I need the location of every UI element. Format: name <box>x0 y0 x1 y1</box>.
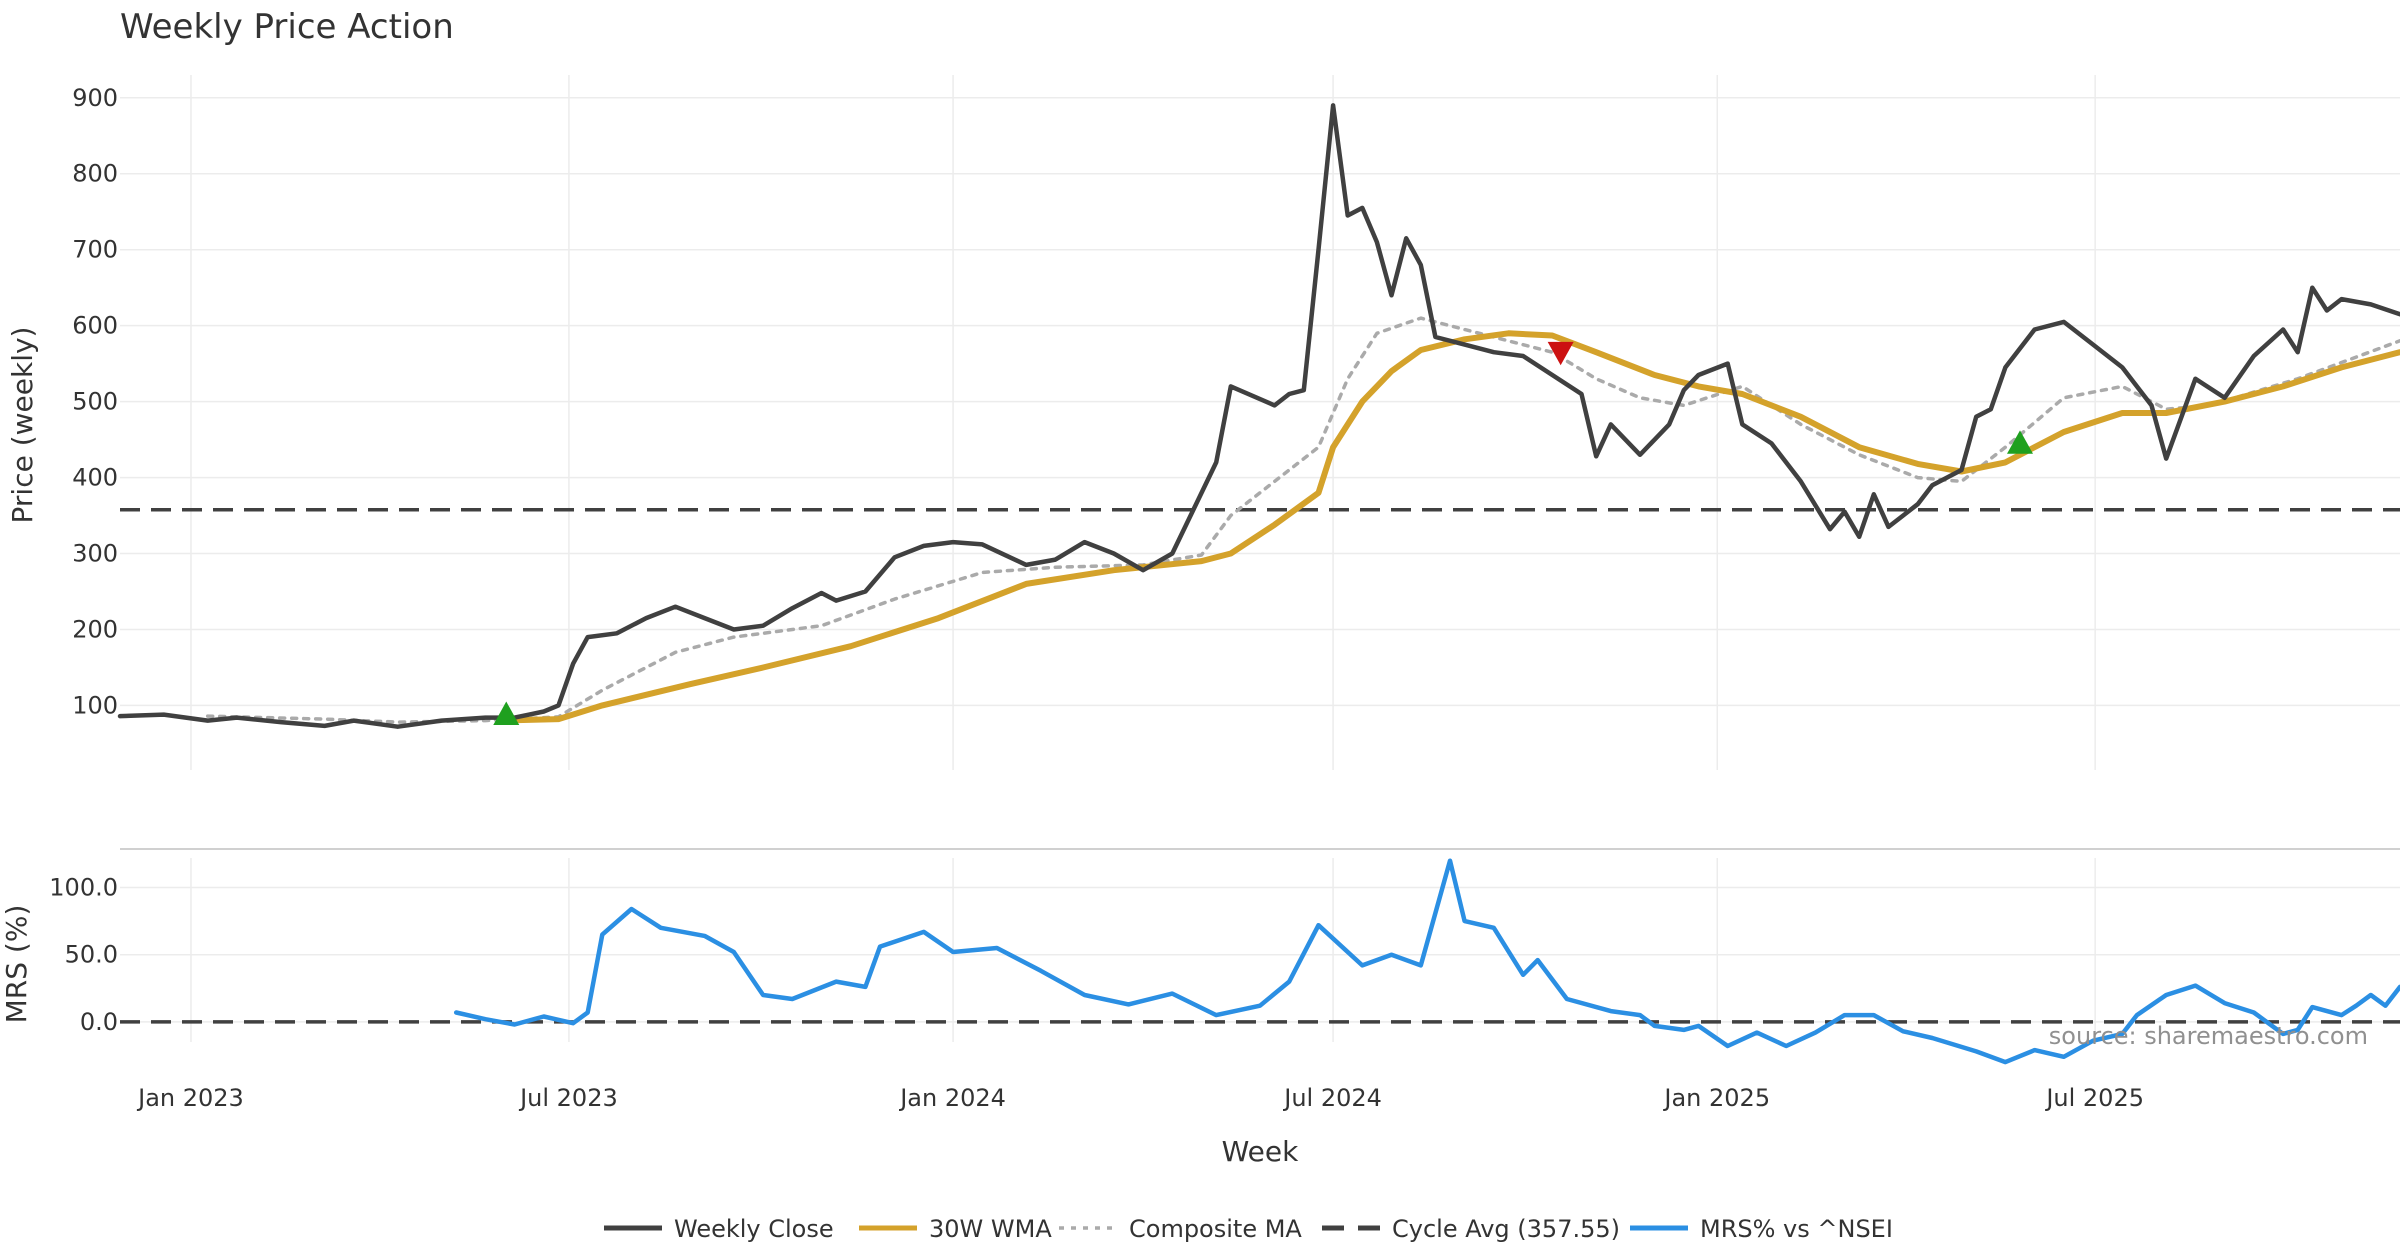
x-tick-label: Jan 2024 <box>898 1084 1006 1112</box>
composite-ma-line <box>205 316 2400 724</box>
weekly-close-line <box>117 103 2400 729</box>
x-axis: Jan 2023 Jul 2023 Jan 2024 Jul 2024 Jan 2025… <box>136 1084 2144 1112</box>
legend: Weekly Close 30W WMA Composite MA Cycle Avg… <box>604 1215 1893 1243</box>
mrs-panel: 0.0 50.0 100.0 MRS (%) source: sharemaestr… <box>0 858 2400 1065</box>
mrs-vs-nsei-line <box>453 858 2400 1065</box>
price-y-axis-title: Price (weekly) <box>6 327 39 524</box>
legend-label: 30W WMA <box>929 1215 1052 1243</box>
legend-item: MRS% vs ^NSEI <box>1630 1215 1893 1243</box>
x-tick-label: Jul 2025 <box>2044 1084 2144 1112</box>
mrs-series <box>120 858 2400 1065</box>
price-series <box>117 103 2400 729</box>
signal-markers <box>493 341 2033 725</box>
legend-item: Cycle Avg (357.55) <box>1322 1215 1620 1243</box>
legend-item: Composite MA <box>1059 1215 1302 1243</box>
legend-label: Weekly Close <box>674 1215 834 1243</box>
y-tick-label: 900 <box>72 84 118 112</box>
buy-signal-marker <box>493 701 520 725</box>
mrs-y-axis-title: MRS (%) <box>0 905 33 1024</box>
x-tick-label: Jul 2023 <box>518 1084 618 1112</box>
y-tick-label: 200 <box>72 615 118 643</box>
price-panel: 100 200 300 400 500 600 700 800 900 Price (weekl… <box>6 75 2400 770</box>
x-tick-label: Jan 2025 <box>1662 1084 1770 1112</box>
price-grid <box>120 75 2400 770</box>
y-tick-label: 600 <box>72 312 118 340</box>
y-tick-label: 800 <box>72 160 118 188</box>
price-y-axis: 100 200 300 400 500 600 700 800 900 <box>72 84 118 720</box>
x-axis-title: Week <box>1222 1135 1299 1168</box>
y-tick-label: 0.0 <box>80 1008 118 1036</box>
y-tick-label: 300 <box>72 540 118 568</box>
y-tick-label: 50.0 <box>65 941 118 969</box>
30w-wma-line <box>497 330 2400 724</box>
sell-signal-marker <box>1547 341 1574 366</box>
x-tick-label: Jul 2024 <box>1282 1084 1382 1112</box>
y-tick-label: 400 <box>72 464 118 492</box>
y-tick-label: 100 <box>72 691 118 719</box>
source-credit: source: sharemaestro.com <box>2049 1022 2368 1050</box>
legend-item: 30W WMA <box>859 1215 1052 1243</box>
y-tick-label: 700 <box>72 236 118 264</box>
x-tick-label: Jan 2023 <box>136 1084 244 1112</box>
legend-item: Weekly Close <box>604 1215 834 1243</box>
buy-signal-marker <box>2007 430 2033 454</box>
y-tick-label: 100.0 <box>49 874 118 902</box>
chart-title: Weekly Price Action <box>120 7 454 47</box>
legend-label: Cycle Avg (357.55) <box>1392 1215 1620 1243</box>
legend-label: Composite MA <box>1129 1215 1302 1243</box>
legend-label: MRS% vs ^NSEI <box>1700 1215 1893 1243</box>
y-tick-label: 500 <box>72 388 118 416</box>
mrs-y-axis: 0.0 50.0 100.0 <box>49 874 118 1036</box>
